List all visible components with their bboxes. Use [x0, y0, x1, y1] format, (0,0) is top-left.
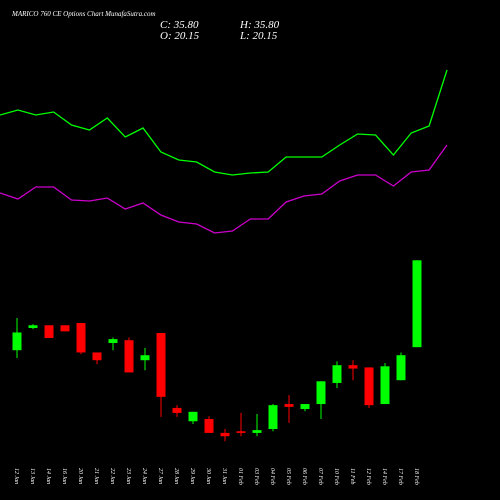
- ohlc-close: C: 35.80: [160, 19, 199, 31]
- candle-body: [124, 340, 134, 373]
- candle-body: [364, 367, 374, 406]
- x-tick-label: 05 Feb: [285, 468, 291, 485]
- x-tick-label: 13 Jan: [29, 468, 35, 484]
- ohlc-high: H: 35.80: [239, 19, 280, 31]
- x-tick-label: 12 Feb: [365, 468, 371, 485]
- candle-body: [316, 381, 326, 405]
- candle-body: [268, 405, 278, 430]
- candle-body: [332, 365, 342, 383]
- candle-body: [12, 332, 22, 351]
- x-tick-label: 29 Jan: [189, 468, 195, 484]
- x-tick-label: 22 Jan: [109, 468, 115, 484]
- candle-body: [252, 430, 262, 433]
- candle-body: [140, 355, 150, 361]
- candle-body: [396, 355, 406, 381]
- x-tick-label: 03 Feb: [253, 468, 259, 485]
- chart-title: MARICO 760 CE Options Chart MunafaSutra.…: [11, 10, 156, 18]
- x-tick-label: 28 Jan: [173, 468, 179, 484]
- indicator-line: [0, 69, 448, 176]
- ohlc-low: L: 20.15: [239, 30, 278, 42]
- candle-body: [412, 260, 422, 348]
- x-tick-label: 11 Feb: [349, 468, 355, 484]
- candle-body: [172, 407, 182, 413]
- x-tick-label: 12 Jan: [13, 468, 19, 484]
- candle-body: [204, 419, 214, 433]
- candle-body: [28, 325, 38, 329]
- candle-body: [348, 365, 358, 369]
- x-tick-label: 31 Jan: [221, 467, 227, 484]
- x-tick-label: 04 Feb: [269, 468, 276, 485]
- x-tick-label: 23 Jan: [125, 468, 131, 484]
- x-tick-label: 17 Feb: [397, 468, 403, 485]
- x-tick-label: 30 Jan: [205, 467, 211, 484]
- x-tick-label: 06 Feb: [301, 468, 307, 485]
- x-tick-label: 14 Jan: [45, 468, 52, 484]
- candle-body: [284, 404, 294, 407]
- candle-body: [60, 325, 70, 332]
- x-tick-label: 01 Feb: [237, 468, 243, 485]
- x-tick-label: 27 Jan: [157, 468, 163, 484]
- x-tick-label: 24 Jan: [141, 468, 148, 484]
- candle-body: [76, 323, 86, 353]
- indicator-line: [0, 144, 448, 234]
- candle-body: [300, 404, 310, 410]
- x-tick-label: 10 Feb: [333, 468, 339, 485]
- x-tick-label: 16 Jan: [61, 468, 67, 484]
- candle-body: [92, 352, 102, 361]
- candle-body: [44, 325, 54, 339]
- x-tick-label: 21 Jan: [93, 468, 99, 484]
- ohlc-open: O: 20.15: [160, 30, 200, 42]
- candle-body: [156, 333, 166, 397]
- x-tick-label: 07 Feb: [317, 468, 323, 485]
- candle-body: [380, 366, 390, 405]
- candle-body: [220, 432, 230, 437]
- candle-body: [108, 339, 118, 344]
- x-tick-label: 18 Feb: [413, 468, 419, 485]
- x-tick-label: 14 Feb: [381, 468, 388, 485]
- x-tick-label: 20 Jan: [77, 468, 83, 484]
- candle-body: [236, 431, 246, 433]
- candle-body: [188, 411, 198, 422]
